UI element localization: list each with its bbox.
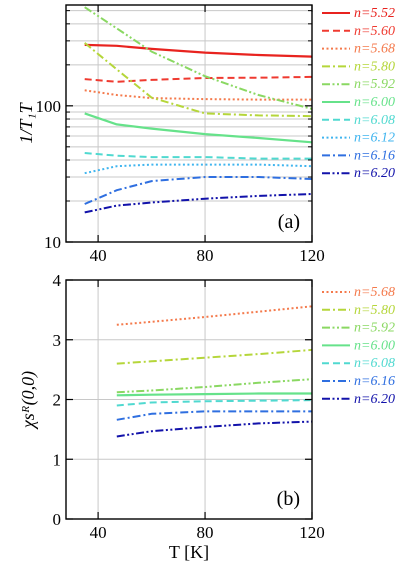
legend: n=5.68 n=5.80 n=5.92 n=6.00 n=6.08 n=6.16 n=6.…: [322, 285, 395, 407]
legend-label: n=5.68: [354, 285, 395, 300]
legend-label: n=6.20: [354, 166, 395, 181]
legend-label: n=6.00: [354, 95, 395, 110]
y-tick-label: 3: [53, 331, 62, 350]
x-tick-label: 120: [299, 246, 325, 265]
y-tick-label: 10: [44, 233, 61, 252]
x-tick-label: 80: [197, 246, 214, 265]
series-line-n-5-68: [116, 305, 313, 326]
x-tick-label: 40: [90, 523, 107, 542]
legend-label: n=6.16: [354, 374, 395, 389]
series-line-n-5-80: [116, 348, 313, 365]
legend: n=5.52 n=5.60 n=5.68 n=5.80 n=5.92 n=6.00 n=6.…: [322, 6, 395, 181]
x-tick-label: 40: [90, 246, 107, 265]
series-line-n-5-92: [116, 378, 313, 394]
legend-label: n=6.20: [354, 392, 395, 407]
x-axis-label: T [K]: [169, 542, 209, 562]
panel-b: 40 80 120 0 1 2 3 4 (b) χsᴿ(0,0) T [K] n=5.68 n=5.80…: [18, 271, 395, 562]
legend-label: n=5.80: [354, 59, 395, 74]
y-tick-label: 1: [53, 450, 62, 469]
y-tick-label: 100: [36, 97, 62, 116]
y-tick-label: 2: [53, 391, 62, 410]
series-line-n-6-00: [116, 392, 312, 397]
series-line-n-5-80: [84, 42, 313, 118]
series-line-n-6-16: [116, 410, 312, 421]
series-line-n-6-16: [84, 176, 313, 205]
legend-label: n=6.08: [354, 356, 395, 371]
plot-frame: [65, 4, 313, 243]
series-line-n-6-08: [116, 399, 313, 407]
legend-label: n=5.52: [354, 6, 395, 21]
series-line-n-6-08: [84, 152, 312, 160]
legend-label: n=5.92: [354, 77, 395, 92]
legend-label: n=5.80: [354, 303, 395, 318]
series-line-n-6-12: [84, 163, 313, 175]
legend-label: n=6.12: [354, 131, 395, 146]
y-axis-label: χsᴿ(0,0): [18, 371, 39, 430]
series-line-n-5-60: [84, 75, 313, 83]
series-line-n-5-52: [84, 43, 313, 58]
x-tick-label: 120: [299, 523, 325, 542]
series-line-n-5-92: [84, 6, 313, 110]
legend-label: n=5.68: [354, 42, 395, 57]
y-tick-label: 0: [53, 510, 62, 529]
series-line-n-5-68: [84, 89, 312, 101]
legend-label: n=6.00: [354, 338, 395, 353]
panel-a: 40 80 12010100(a)1/T₁Tn=5.52n=5.60n=5.68n=…: [16, 4, 395, 265]
legend-label: n=5.92: [354, 321, 395, 336]
panel-label: (a): [278, 211, 300, 233]
x-tick-label: 80: [197, 523, 214, 542]
legend-label: n=6.16: [354, 148, 395, 163]
legend-label: n=5.60: [354, 24, 395, 39]
panel-label: (b): [277, 488, 300, 510]
series-line-n-6-20: [116, 420, 313, 438]
y-tick-label: 4: [53, 271, 62, 290]
legend-label: n=6.08: [354, 113, 395, 128]
y-axis-label: 1/T₁T: [16, 101, 36, 143]
series-line-n-6-00: [84, 112, 313, 144]
series-line-n-6-20: [84, 193, 313, 214]
